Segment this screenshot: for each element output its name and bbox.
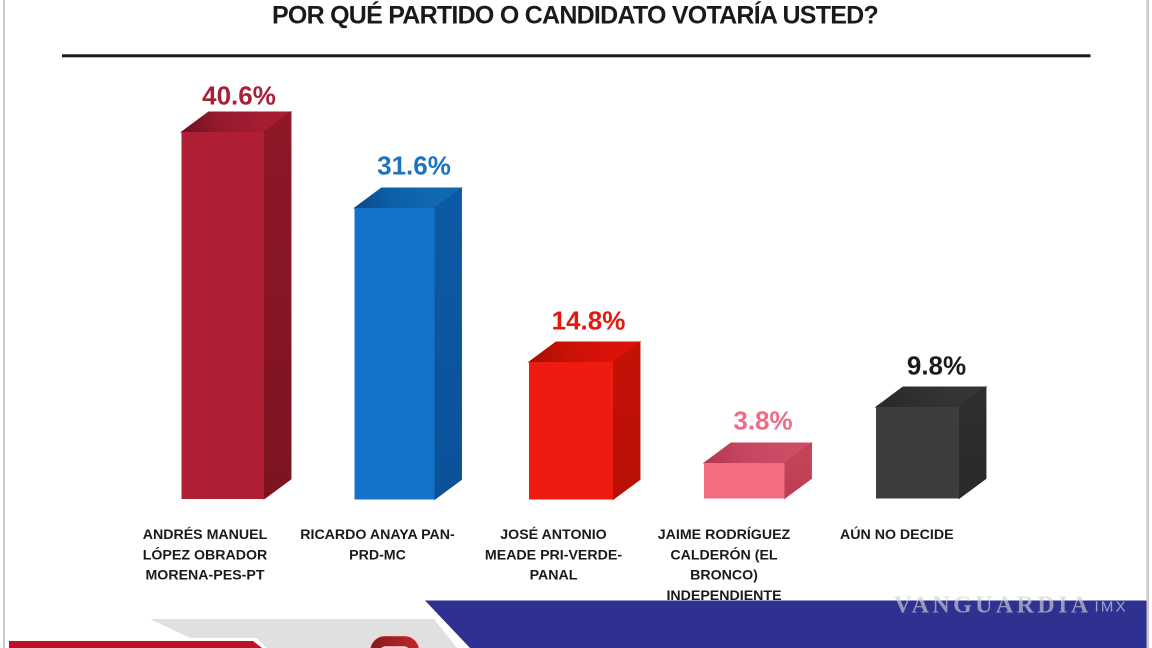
svg-text:INDEPENDIENTE: INDEPENDIENTE [666, 588, 781, 604]
svg-text:LÓPEZ OBRADOR: LÓPEZ OBRADOR [143, 545, 268, 563]
svg-text:3.8%: 3.8% [733, 406, 792, 436]
svg-text:POR QUÉ PARTIDO O CANDIDATO VO: POR QUÉ PARTIDO O CANDIDATO VOTARÍA USTE… [272, 1, 878, 30]
svg-text:MEADE PRI-VERDE-: MEADE PRI-VERDE- [485, 547, 622, 563]
svg-text:IMX: IMX [1095, 599, 1128, 616]
svg-text:9.8%: 9.8% [907, 351, 966, 381]
svg-text:AÚN NO DECIDE: AÚN NO DECIDE [840, 525, 954, 543]
svg-text:BRONCO): BRONCO) [690, 568, 758, 584]
svg-text:RICARDO ANAYA PAN-: RICARDO ANAYA PAN- [300, 527, 455, 543]
svg-text:VANGUARDIA: VANGUARDIA [894, 593, 1092, 619]
svg-text:PRD-MC: PRD-MC [349, 547, 406, 563]
svg-text:JOSÉ ANTONIO: JOSÉ ANTONIO [500, 526, 606, 543]
svg-text:40.6%: 40.6% [202, 81, 276, 111]
svg-text:PANAL: PANAL [530, 568, 578, 584]
svg-text:31.6%: 31.6% [377, 151, 451, 181]
svg-text:14.8%: 14.8% [552, 306, 626, 336]
svg-text:MORENA-PES-PT: MORENA-PES-PT [145, 568, 264, 584]
svg-text:CALDERÓN (EL: CALDERÓN (EL [670, 545, 778, 563]
svg-text:JAIME RODRÍGUEZ: JAIME RODRÍGUEZ [658, 526, 791, 543]
svg-text:ANDRÉS MANUEL: ANDRÉS MANUEL [143, 526, 268, 543]
